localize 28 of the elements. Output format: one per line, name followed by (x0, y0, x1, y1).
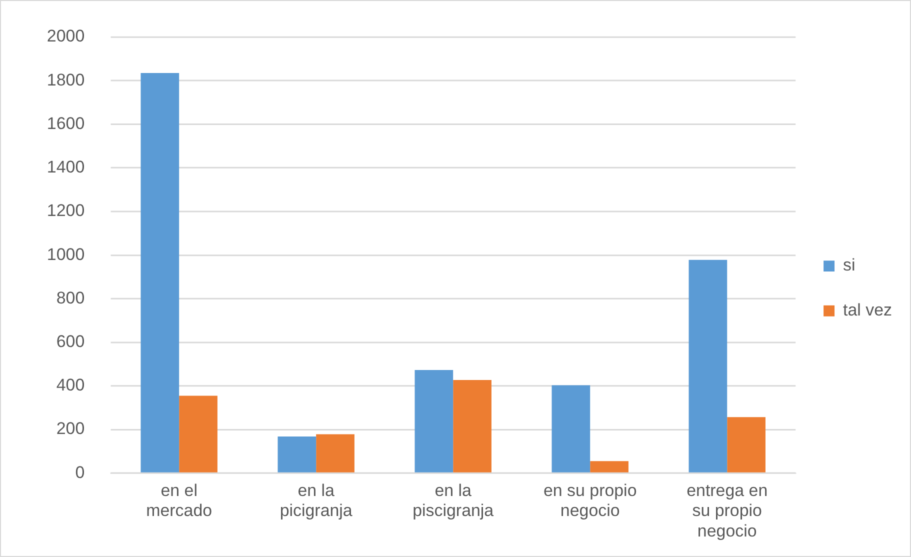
x-tick-label: entrega en su propio negocio (686, 480, 768, 541)
y-tick-label: 1800 (46, 70, 85, 90)
y-tick-label: 1200 (46, 201, 85, 220)
y-tick-label: 1600 (46, 114, 85, 133)
x-tick-label: en su propio negocio (543, 480, 637, 520)
y-tick-label: 0 (75, 462, 85, 482)
y-tick-label: 600 (56, 332, 85, 351)
bar (453, 380, 492, 472)
x-tick-label: en la picigranja (280, 480, 353, 520)
bar (316, 434, 354, 472)
y-tick-label: 2000 (46, 26, 85, 46)
bar (179, 396, 218, 472)
bar (552, 385, 590, 472)
bar (727, 417, 766, 472)
y-tick-label: 1000 (46, 244, 85, 264)
bar (414, 370, 454, 472)
legend-label: si (843, 256, 856, 275)
bar (278, 436, 316, 472)
legend-label: tal vez (843, 300, 892, 320)
y-tick-label: 800 (56, 288, 85, 308)
y-tick-label: 400 (56, 376, 85, 395)
x-tick-label: en el mercado (146, 480, 212, 520)
bar (688, 260, 728, 472)
bar (590, 461, 628, 472)
y-tick-label: 200 (56, 419, 85, 438)
x-tick-label: en la piscigranja (412, 480, 494, 520)
y-tick-label: 1400 (46, 158, 85, 177)
bar (140, 73, 180, 472)
